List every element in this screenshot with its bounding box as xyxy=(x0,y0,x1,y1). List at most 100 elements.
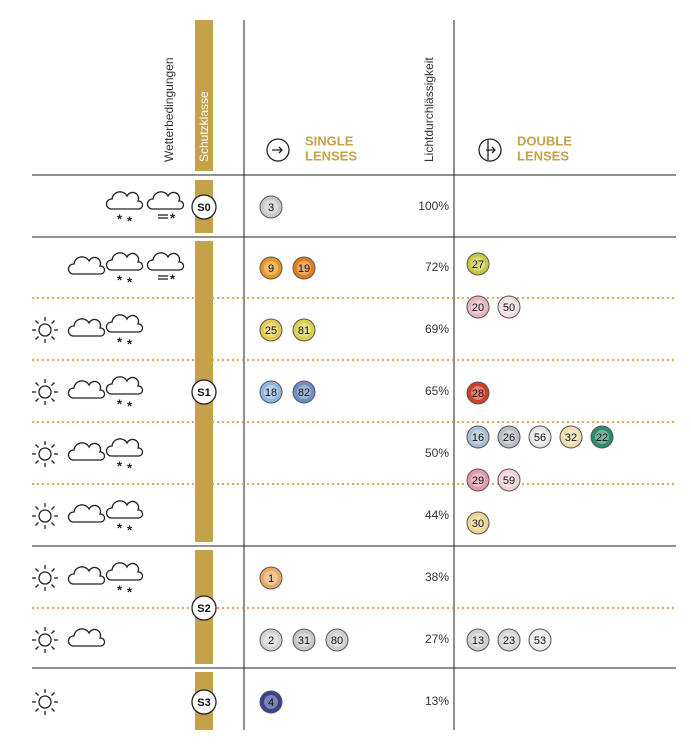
lens-label: 27 xyxy=(472,259,484,271)
lens-circle xyxy=(259,690,283,714)
weather-icon xyxy=(31,564,59,592)
lens-highlight xyxy=(471,430,485,444)
lens-circle xyxy=(259,566,283,590)
class-badge xyxy=(191,595,217,621)
lens-highlight xyxy=(264,695,278,709)
weather-icon xyxy=(106,563,142,600)
lens-badge: 56 xyxy=(528,425,552,449)
lens-badge: 4 xyxy=(259,690,283,714)
transmission: 100% xyxy=(418,199,449,213)
lens-label: 50 xyxy=(503,302,515,314)
lens-badge: 25 xyxy=(259,318,283,342)
lens-circle xyxy=(590,425,614,449)
double-icon xyxy=(478,138,502,162)
lens-label: 9 xyxy=(268,263,274,275)
lens-label: 29 xyxy=(472,475,484,487)
lens-label: 25 xyxy=(265,325,277,337)
lens-highlight xyxy=(297,385,311,399)
lens-label: 22 xyxy=(596,432,608,444)
transmission: 65% xyxy=(425,384,449,398)
weather-icon xyxy=(31,626,59,654)
lens-circle xyxy=(292,628,316,652)
lens-highlight xyxy=(502,430,516,444)
weather-icon xyxy=(106,501,142,538)
lens-circle xyxy=(466,252,490,276)
lens-badge: 29 xyxy=(466,468,490,492)
lens-badge: 19 xyxy=(292,256,316,280)
lens-badge: 82 xyxy=(292,380,316,404)
weather-icon xyxy=(67,256,106,275)
lens-label: 13 xyxy=(472,635,484,647)
lens-badge: 32 xyxy=(559,425,583,449)
transmission: 69% xyxy=(425,322,449,336)
lens-highlight xyxy=(264,385,278,399)
lens-highlight xyxy=(330,633,344,647)
class-label: S3 xyxy=(197,697,210,709)
lens-badge: 22 xyxy=(590,425,614,449)
lens-label: 19 xyxy=(298,263,310,275)
lens-highlight xyxy=(264,200,278,214)
lens-badge: 27 xyxy=(466,252,490,276)
lens-circle xyxy=(466,381,490,405)
transmission: 50% xyxy=(425,446,449,460)
lens-highlight xyxy=(297,633,311,647)
weather-icon xyxy=(67,442,106,461)
lens-circle xyxy=(292,256,316,280)
lens-circle xyxy=(559,425,583,449)
lens-label: 56 xyxy=(534,432,546,444)
weather-icon xyxy=(106,377,142,414)
lens-label: 59 xyxy=(503,475,515,487)
lens-circle xyxy=(325,628,349,652)
lens-circle xyxy=(497,468,521,492)
header-transmission: Lichtdurchlässigkeit xyxy=(422,57,436,162)
lens-badge: 80 xyxy=(325,628,349,652)
lens-badge: 16 xyxy=(466,425,490,449)
lens-badge: 59 xyxy=(497,468,521,492)
class-badge xyxy=(191,379,217,405)
header-class: Schutzklasse xyxy=(197,91,211,162)
lens-highlight xyxy=(564,430,578,444)
lens-highlight xyxy=(471,633,485,647)
lens-label: 30 xyxy=(472,518,484,530)
lens-circle xyxy=(497,295,521,319)
lens-highlight xyxy=(264,571,278,585)
lens-badge: 20 xyxy=(466,295,490,319)
lens-label: 18 xyxy=(265,387,277,399)
lens-badge: 18 xyxy=(259,380,283,404)
lens-highlight xyxy=(533,430,547,444)
lens-badge: 1 xyxy=(259,566,283,590)
lens-label: 81 xyxy=(298,325,310,337)
lens-highlight xyxy=(471,257,485,271)
lens-label: 80 xyxy=(331,635,343,647)
lens-circle xyxy=(466,468,490,492)
lens-badge: 31 xyxy=(292,628,316,652)
weather-icon xyxy=(106,253,142,290)
lens-highlight xyxy=(264,633,278,647)
lens-label: 23 xyxy=(503,635,515,647)
lens-label: 31 xyxy=(298,635,310,647)
lens-circle xyxy=(259,256,283,280)
class-badge xyxy=(191,689,217,715)
lens-label: 2 xyxy=(268,635,274,647)
weather-icon xyxy=(31,316,59,344)
lens-label: 82 xyxy=(298,387,310,399)
single-title: SINGLE xyxy=(305,133,354,148)
weather-icon xyxy=(67,566,106,585)
header-weather: Wetterbedingungen xyxy=(162,57,176,162)
single-title: LENSES xyxy=(305,148,357,163)
lens-label: 4 xyxy=(268,697,274,709)
class-label: S1 xyxy=(197,387,210,399)
grid xyxy=(32,20,676,730)
lens-badge: 9 xyxy=(259,256,283,280)
weather-icon xyxy=(106,439,142,476)
double-title: DOUBLE xyxy=(517,133,572,148)
lens-highlight xyxy=(297,323,311,337)
lens-circle xyxy=(497,628,521,652)
lens-label: 26 xyxy=(503,432,515,444)
lens-circle xyxy=(259,195,283,219)
lens-circle xyxy=(292,380,316,404)
class-label: S2 xyxy=(197,603,210,615)
lens-highlight xyxy=(264,261,278,275)
lens-badge: 53 xyxy=(528,628,552,652)
